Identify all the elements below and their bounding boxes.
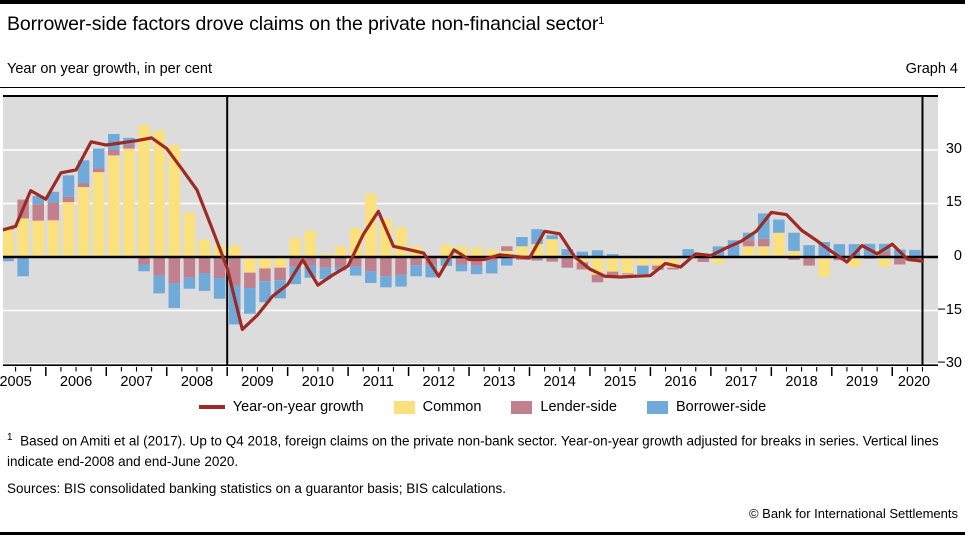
top-rule [0,0,965,4]
legend-item-year-on-year-growth: Year-on-year growth [198,399,364,415]
page-title-text: Borrower-side factors drove claims on th… [7,13,599,35]
legend-borrower-swatch [647,400,668,414]
x-axis-year-label: 2008 [180,374,214,390]
copyright-line: © Bank for International Settlements [748,506,958,521]
x-axis-year-label: 2019 [845,374,879,390]
chart-legend: Year-on-year growth Common Lender-side B… [0,399,965,415]
legend-item-lender-side: Lender-side [511,399,617,415]
x-axis-year-label: 2013 [483,374,516,390]
x-axis-ticks [3,366,938,378]
chart-subtitle: Year on year growth, in per cent [7,61,213,77]
subtitle-row: Year on year growth, in per cent Graph 4 [7,61,958,77]
x-axis-year-label: 2011 [362,374,394,390]
page-title: Borrower-side factors drove claims on th… [7,13,947,36]
legend-label: Borrower-side [676,399,767,415]
legend-lender-swatch [511,400,533,414]
x-axis-year-label: 2015 [604,374,637,390]
chart-plot-svg [3,95,938,366]
footnote: 1 Based on Amiti et al (2017). Up to Q4 … [7,430,958,473]
x-axis-year-label: 2018 [785,374,818,390]
y-axis-tick-label: −30 [937,355,962,371]
chart-plot-area [3,95,938,366]
legend-item-borrower-side: Borrower-side [647,399,766,415]
y-axis-tick-label: 15 [945,194,962,211]
legend-label: Common [422,399,482,415]
x-axis-year-label: 2009 [241,374,274,390]
legend-common-swatch [393,400,415,414]
x-axis-year-label: 2014 [543,374,576,390]
bottom-rule [0,532,965,535]
x-axis-year-label: 2017 [724,374,758,390]
sources-line: Sources: BIS consolidated banking statis… [7,481,507,496]
footnote-text: Based on Amiti et al (2017). Up to Q4 20… [7,433,939,470]
y-axis-tick-label: 0 [953,248,962,264]
graph-number-label: Graph 4 [905,61,958,77]
header-rule [0,87,965,88]
x-axis-year-label: 2012 [422,374,455,390]
x-axis-ticks-svg [15,367,924,376]
x-axis-year-label: 2007 [120,374,153,390]
y-axis-tick-label: −15 [937,301,962,318]
title-footnote-marker: 1 [598,15,605,27]
x-axis-year-label: 2020 [897,374,931,390]
legend-item-common: Common [393,399,482,415]
x-axis-year-label: 2010 [301,374,334,390]
legend-label: Lender-side [540,399,617,415]
footnote-marker: 1 [7,432,13,443]
x-axis-year-label: 2005 [0,374,32,390]
legend-line-swatch [198,405,225,409]
x-axis-year-labels: 2005 2006 2007 2008 2009 2010 2011 2012 2013 2014… [0,374,965,392]
y-axis-tick-label: 30 [945,140,962,157]
x-axis-year-label: 2016 [664,374,697,390]
x-axis-year-label: 2006 [59,374,93,390]
legend-label: Year-on-year growth [232,399,364,415]
